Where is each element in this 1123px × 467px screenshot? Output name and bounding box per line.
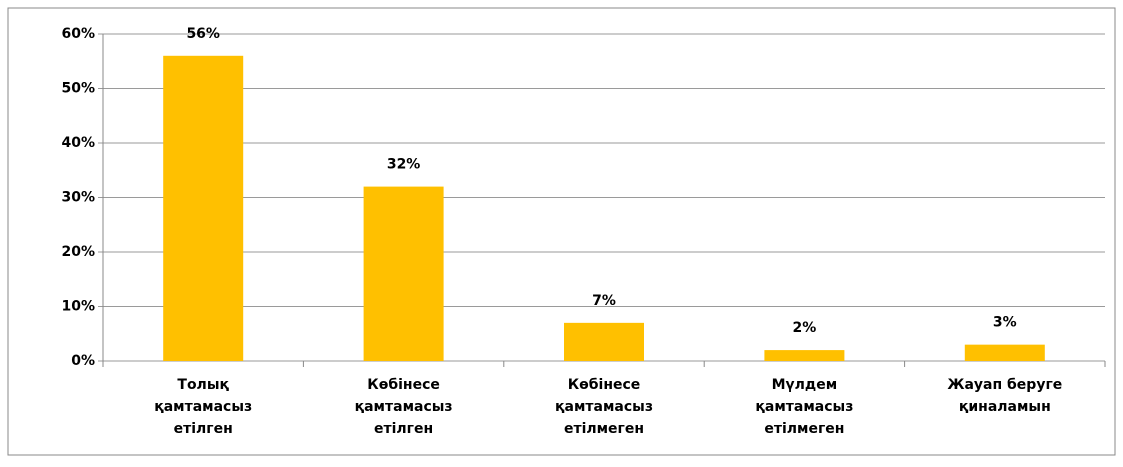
bar: [363, 186, 444, 361]
bar: [163, 55, 244, 362]
value-label: 3%: [993, 315, 1017, 331]
value-label: 7%: [592, 293, 616, 309]
value-label: 56%: [186, 26, 220, 42]
bar: [764, 350, 845, 361]
chart-border: [7, 7, 1116, 456]
value-label: 32%: [387, 157, 421, 173]
y-tick-label: 60%: [61, 26, 95, 42]
x-tick-label: Мүлдем қамтамасыз етілмеген: [755, 377, 854, 437]
y-tick-label: 40%: [61, 135, 95, 151]
y-tick-label: 10%: [61, 299, 95, 315]
value-label: 2%: [793, 320, 817, 336]
y-tick-label: 20%: [61, 244, 95, 260]
x-tick-label: Көбінесе қамтамасыз етілген: [354, 377, 453, 437]
y-tick-label: 30%: [61, 190, 95, 206]
y-tick-label: 50%: [61, 81, 95, 97]
x-tick-label: Толық қамтамасыз етілген: [154, 377, 253, 437]
bar: [964, 344, 1045, 361]
y-tick-label: 0%: [71, 353, 95, 369]
x-tick-label: Көбінесе қамтамасыз етілмеген: [555, 377, 653, 437]
x-tick-label: Жауап беруге қиналамын: [947, 377, 1063, 415]
bar: [564, 322, 644, 361]
